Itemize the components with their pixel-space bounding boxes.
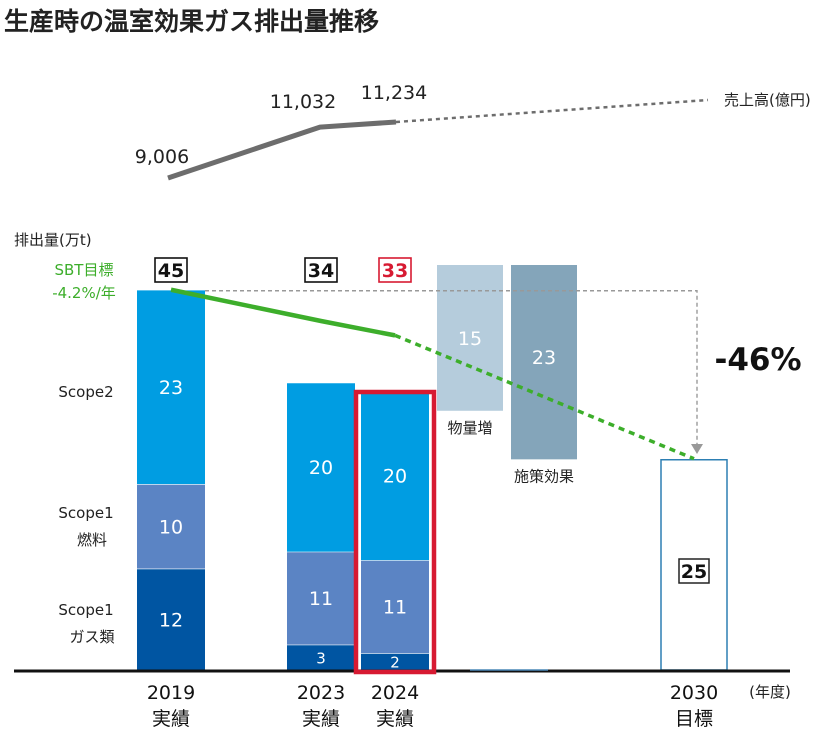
sbt-label: SBT目標: [55, 261, 114, 279]
total-value-2019: 45: [158, 260, 184, 282]
total-box-2023: [304, 257, 338, 283]
reduction-arrow-head: [691, 444, 703, 454]
bar-2024-scope1-fuel: [361, 560, 429, 654]
x-tick-year: 2023: [297, 682, 345, 704]
sbt-rate-label: -4.2%/年: [52, 284, 116, 302]
x-tick-label: 目標: [675, 708, 713, 730]
waterfall-measures-effect: [511, 265, 577, 460]
highlight-2024-frame: [353, 389, 437, 675]
x-tick-label: 実績: [302, 708, 340, 730]
reference-dashed-line: [205, 290, 698, 448]
bar-2019-scope2: [137, 289, 205, 485]
y-axis-unit-label: 排出量(万t): [14, 231, 92, 249]
chart-title: 生産時の温室効果ガス排出量推移: [4, 7, 380, 36]
x-axis-unit-label: (年度): [749, 683, 791, 701]
x-tick-year: 2019: [147, 682, 195, 704]
legend-series-sublabel: 燃料: [77, 531, 107, 549]
bar-value-label: 20: [309, 457, 333, 479]
bar-2019-scope1-fuel: [137, 484, 205, 569]
bar-2024-scope2: [361, 391, 429, 561]
bar-value-label: 20: [383, 466, 407, 488]
bar-value-label: 11: [309, 588, 333, 610]
waterfall-value-label: 23: [532, 347, 556, 369]
total-value-2024: 33: [382, 260, 408, 282]
bar-value-label: 11: [383, 597, 407, 619]
sales-line-projected: [395, 98, 709, 124]
bar-2023-scope1-gas: [287, 644, 355, 670]
waterfall-label: 施策効果: [514, 467, 574, 485]
waterfall-value-label: 15: [458, 328, 482, 350]
target-value-label: 25: [681, 561, 707, 583]
bar-value-label: 23: [159, 377, 183, 399]
legend-series-label: Scope1: [58, 601, 113, 619]
sales-series-label: 売上高(億円): [724, 91, 811, 109]
bar-2024-scope1-gas: [361, 653, 429, 670]
legend-series-label: Scope1: [58, 504, 113, 522]
bar-value-label: 2: [390, 654, 400, 672]
bar-2023-scope1-fuel: [287, 551, 355, 645]
x-tick-year: 2030: [670, 682, 718, 704]
bar-2023-scope2: [287, 382, 355, 552]
total-value-2023: 34: [308, 260, 334, 282]
target-value-box: [678, 558, 710, 584]
legend-series-label: Scope2: [58, 383, 113, 401]
legend-series-sublabel: ガス類: [69, 628, 114, 646]
waterfall-volume-increase: [437, 265, 503, 411]
waterfall-label: 物量増: [447, 419, 492, 437]
bar-value-label: 3: [316, 649, 326, 667]
sbt-target-line-projected: [394, 333, 695, 461]
bar-2019-scope1-gas: [137, 568, 205, 670]
sales-value-label: 11,234: [361, 82, 427, 104]
total-box-2024: [378, 257, 412, 283]
sales-value-label: 9,006: [135, 146, 189, 168]
sales-line: [167, 119, 397, 181]
bar-value-label: 12: [159, 609, 183, 631]
bar-value-label: 10: [159, 516, 183, 538]
total-box-2019: [154, 257, 188, 283]
reduction-percentage-label: -46%: [714, 342, 801, 378]
sales-value-label: 11,032: [270, 91, 336, 113]
x-tick-label: 実績: [152, 708, 190, 730]
x-tick-year: 2024: [371, 682, 419, 704]
x-tick-label: 実績: [376, 708, 414, 730]
sbt-target-line: [170, 287, 396, 338]
